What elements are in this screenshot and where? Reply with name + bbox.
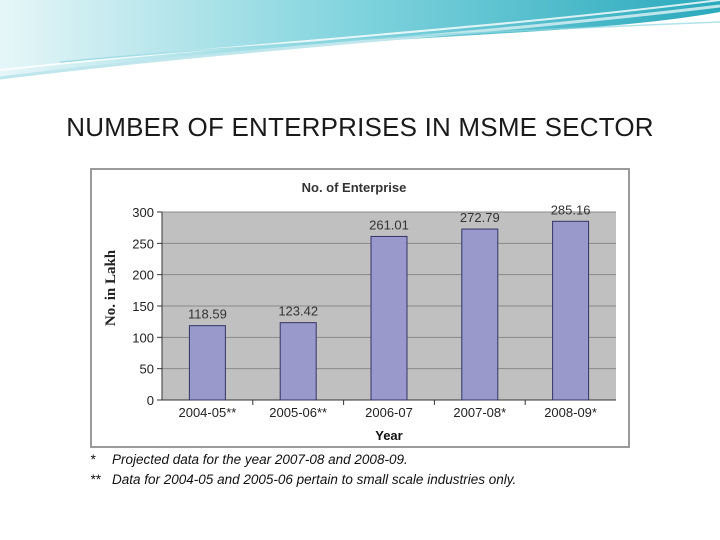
bar-2004-05 — [188, 325, 226, 401]
y-tick-label: 0 — [147, 393, 154, 408]
x-tick-label: 2007-08* — [453, 405, 506, 420]
x-tick-label: 2005-06** — [269, 405, 327, 420]
y-tick-label: 250 — [132, 236, 154, 251]
bar-2007-08 — [461, 228, 499, 401]
footnote-mark: * — [90, 452, 96, 467]
x-tick-label: 2008-09* — [544, 405, 597, 420]
data-label: 285.16 — [551, 202, 591, 217]
y-tick-label: 150 — [132, 299, 154, 314]
y-axis-label: No. in Lakh — [103, 249, 119, 326]
chart-figure: 0 50 100 150 200 250 300 118.59 2004-05** 123.42 2… — [82, 160, 638, 498]
y-tick-label: 300 — [132, 205, 154, 220]
decorative-banner — [0, 0, 720, 80]
bar-chart: 0 50 100 150 200 250 300 118.59 2004-05** 123.42 2… — [103, 180, 616, 443]
footnote-text: Data for 2004-05 and 2005-06 pertain to … — [112, 472, 517, 487]
bar-2006-07 — [370, 235, 408, 401]
footnote-mark: ** — [90, 472, 101, 487]
slide-title: NUMBER OF ENTERPRISES IN MSME SECTOR — [66, 112, 654, 142]
y-tick-label: 200 — [132, 268, 154, 283]
data-label: 118.59 — [188, 307, 227, 322]
footnote-projected: * Projected data for the year 2007-08 and… — [90, 452, 408, 467]
x-tick-label: 2004-05** — [178, 405, 236, 420]
data-label: 123.42 — [278, 304, 318, 319]
footnote-text: Projected data for the year 2007-08 and … — [112, 452, 408, 467]
data-label: 261.01 — [369, 217, 409, 232]
bar-2008-09 — [552, 220, 590, 401]
y-tick-label: 100 — [132, 330, 154, 345]
x-tick-label: 2006-07 — [365, 405, 413, 420]
data-label: 272.79 — [460, 210, 500, 225]
chart-title: No. of Enterprise — [302, 180, 407, 195]
x-axis-label: Year — [375, 428, 402, 443]
footnote-ssi: ** Data for 2004-05 and 2005-06 pertain t… — [90, 472, 516, 487]
y-tick-label: 50 — [140, 362, 154, 377]
bar-2005-06 — [279, 322, 317, 401]
